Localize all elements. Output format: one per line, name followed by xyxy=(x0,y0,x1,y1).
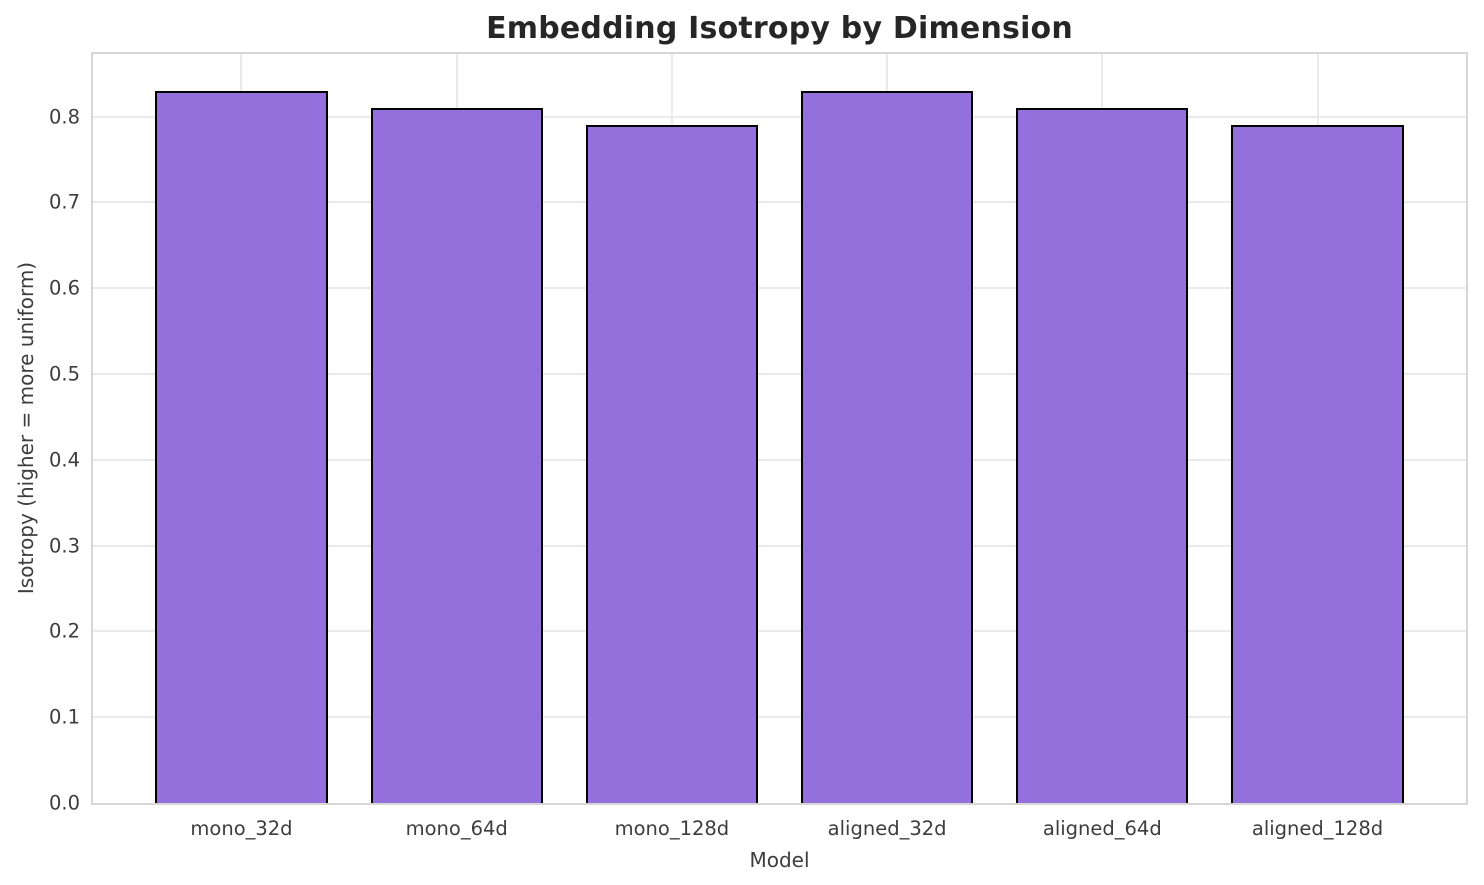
gridline-horizontal xyxy=(93,630,1466,633)
y-tick-label: 0.0 xyxy=(48,791,80,815)
bar-aligned_128d xyxy=(1231,125,1404,803)
y-tick-label: 0.5 xyxy=(48,362,80,386)
x-tick-label: mono_32d xyxy=(190,817,293,840)
x-tick-label: mono_64d xyxy=(405,817,508,840)
x-tick-label: aligned_64d xyxy=(1042,817,1162,840)
bar-mono_32d xyxy=(155,90,328,803)
x-tick-label: aligned_128d xyxy=(1251,817,1384,840)
y-tick-label: 0.4 xyxy=(48,448,80,472)
gridline-horizontal xyxy=(93,287,1466,290)
x-tick-label: aligned_32d xyxy=(827,817,947,840)
y-tick-label: 0.7 xyxy=(48,190,80,214)
y-tick-label: 0.6 xyxy=(48,276,80,300)
chart-title: Embedding Isotropy by Dimension xyxy=(486,11,1073,46)
bar-mono_128d xyxy=(585,125,758,803)
x-tick-label: mono_128d xyxy=(614,817,730,840)
gridline-horizontal xyxy=(93,716,1466,719)
y-axis-label: Isotropy (higher = more uniform) xyxy=(14,261,38,595)
gridline-horizontal xyxy=(93,201,1466,204)
bar-mono_64d xyxy=(370,108,543,803)
gridline-horizontal xyxy=(93,115,1466,118)
x-axis-label: Model xyxy=(749,848,810,872)
y-tick-label: 0.3 xyxy=(48,534,80,558)
plot-area xyxy=(91,52,1468,805)
gridline-horizontal xyxy=(93,544,1466,547)
y-tick-label: 0.2 xyxy=(48,619,80,643)
bar-aligned_64d xyxy=(1016,108,1189,803)
gridline-horizontal xyxy=(93,373,1466,376)
y-tick-label: 0.1 xyxy=(48,705,80,729)
y-tick-label: 0.8 xyxy=(48,105,80,129)
gridline-horizontal xyxy=(93,458,1466,461)
bar-aligned_32d xyxy=(801,90,974,803)
